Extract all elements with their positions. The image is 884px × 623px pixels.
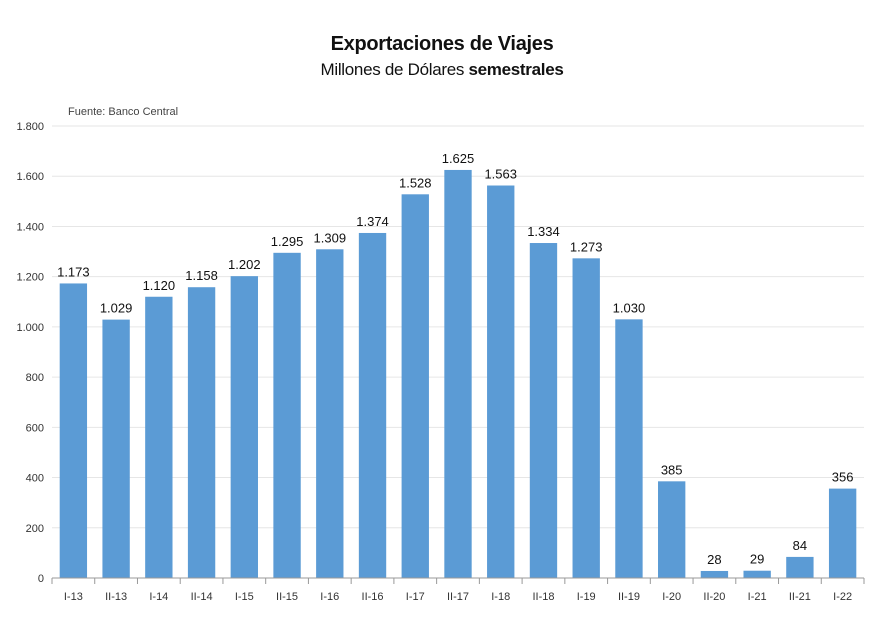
bar-value-label: 1.528 [399, 175, 432, 190]
y-tick-label: 1.200 [16, 272, 44, 284]
bar [615, 319, 643, 578]
bar-value-label: 1.030 [613, 300, 646, 315]
bar-value-label: 1.120 [143, 278, 176, 293]
bar-value-label: 84 [793, 538, 807, 553]
value-labels: 1.173 1.029 1.120 1.158 1.202 1.295 1.309 1.374… [57, 151, 853, 567]
bar [444, 169, 472, 578]
bar-value-label: 1.273 [570, 239, 603, 254]
bar [700, 570, 729, 578]
x-tick-label: I-17 [406, 591, 425, 603]
y-tick-label: 600 [26, 422, 44, 434]
bar [273, 252, 301, 579]
bar [658, 481, 686, 578]
y-tick-label: 0 [38, 573, 44, 585]
bar [828, 488, 857, 578]
bar [487, 185, 515, 578]
bar-value-label: 1.029 [100, 301, 133, 316]
bar-value-label: 1.625 [442, 151, 475, 166]
bar [187, 287, 216, 578]
x-tick-label: II-17 [447, 591, 469, 603]
bar-value-label: 29 [750, 552, 764, 567]
bar [358, 232, 387, 578]
chart-title: Exportaciones de Viajes [330, 33, 554, 55]
x-tick-label: I-15 [235, 591, 254, 603]
y-tick-label: 800 [26, 372, 44, 384]
bar [786, 556, 814, 578]
y-tick-label: 1.800 [16, 121, 44, 133]
subtitle-bold: semestrales [468, 60, 564, 79]
y-tick-label: 200 [26, 523, 44, 535]
bar-value-label: 385 [661, 462, 683, 477]
bar-value-label: 28 [707, 552, 721, 567]
subtitle-regular: Millones de Dólares [320, 60, 469, 79]
bar [316, 249, 344, 578]
bar [572, 258, 600, 578]
y-tick-label: 1.000 [16, 322, 44, 334]
x-tick-label: I-21 [748, 591, 767, 603]
bar [230, 276, 258, 578]
bar-value-label: 356 [832, 470, 854, 485]
x-tick-label: II-16 [362, 591, 384, 603]
x-tick-label: I-19 [577, 591, 596, 603]
bars [59, 169, 857, 579]
y-tick-label: 400 [26, 473, 44, 485]
x-tick-label: I-16 [320, 591, 339, 603]
bar-value-label: 1.334 [527, 224, 560, 239]
x-tick-label: II-18 [532, 591, 554, 603]
bar-value-label: 1.309 [314, 230, 347, 245]
bar-value-label: 1.158 [185, 268, 218, 283]
bar-value-label: 1.374 [356, 214, 389, 229]
bar [743, 570, 771, 578]
x-tick-label: II-19 [618, 591, 640, 603]
x-tick-label: II-21 [789, 591, 811, 603]
bar-value-label: 1.295 [271, 234, 304, 249]
bar-value-label: 1.173 [57, 264, 90, 279]
y-tick-label: 1.600 [16, 171, 44, 183]
bar [529, 243, 558, 579]
x-tick-label: II-20 [703, 591, 725, 603]
bar-value-label: 1.563 [484, 167, 517, 182]
y-axis: 0 200 400 600 800 1.000 1.200 1.400 1.600 1.800 [16, 121, 44, 585]
x-axis: I-13 II-13 I-14 II-14 I-15 II-15 I-16 II-16 I-17… [51, 577, 865, 603]
y-tick-label: 1.400 [16, 221, 44, 233]
bar [102, 319, 130, 578]
x-tick-label: II-15 [276, 591, 298, 603]
x-tick-label: I-13 [64, 591, 83, 603]
x-tick-label: I-20 [662, 591, 681, 603]
bar [59, 283, 88, 578]
x-tick-label: I-22 [833, 591, 852, 603]
x-tick-label: II-14 [191, 591, 213, 603]
bar [145, 296, 173, 578]
chart-subtitle: Millones de Dólares semestrales [0, 60, 884, 80]
bar-value-label: 1.202 [228, 257, 261, 272]
x-tick-label: I-18 [491, 591, 510, 603]
bar [401, 194, 429, 578]
x-tick-label: II-13 [105, 591, 127, 603]
x-tick-label: I-14 [149, 591, 168, 603]
source-note: Fuente: Banco Central [68, 106, 179, 118]
